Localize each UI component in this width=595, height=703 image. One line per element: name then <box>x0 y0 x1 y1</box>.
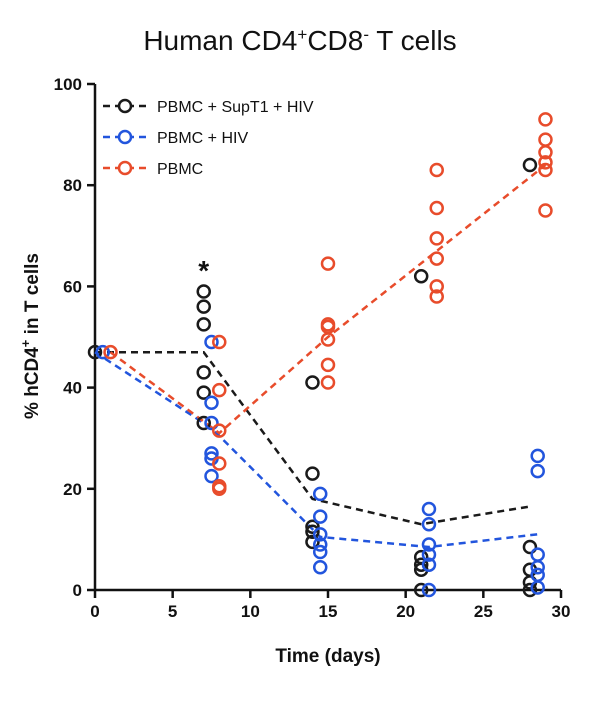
series-2-point <box>429 279 444 294</box>
series-1-point <box>530 448 545 464</box>
series-2-mean-line <box>109 164 547 435</box>
x-tick-label: 25 <box>474 602 493 621</box>
legend-label: PBMC + SupT1 + HIV <box>157 99 314 116</box>
series-0-point <box>305 534 320 550</box>
y-axis-title: % hCD4+ in T cells <box>18 253 43 419</box>
series-0-point <box>196 299 211 314</box>
y-tick-label: 0 <box>73 581 82 600</box>
series-0-point <box>413 557 429 572</box>
series-1-point <box>204 334 219 350</box>
series-0-point <box>87 344 103 360</box>
legend-marker <box>117 98 133 114</box>
y-tick-label: 40 <box>63 379 82 398</box>
series-2-point <box>429 231 444 246</box>
series-1-point <box>312 509 328 524</box>
x-tick-label: 15 <box>319 602 338 621</box>
series-0-point <box>196 317 211 332</box>
series-2-point <box>538 112 553 127</box>
x-axis-title: Time (days) <box>275 646 380 667</box>
legend-label: PBMC + HIV <box>157 130 248 147</box>
y-tick-label: 80 <box>63 176 82 195</box>
data-points <box>87 112 553 598</box>
series-1-point <box>530 463 545 479</box>
series-0-point <box>196 385 211 400</box>
chart-title: Human CD4+CD8- T cells <box>143 25 456 56</box>
x-tick-label: 20 <box>396 602 415 621</box>
x-tick-label: 5 <box>168 602 177 621</box>
series-0-point <box>305 466 320 481</box>
series-2-point <box>320 375 336 390</box>
series-1-point <box>421 501 437 517</box>
legend-label: PBMC <box>157 161 203 178</box>
series-2-point <box>212 334 227 350</box>
series-2-point <box>538 203 553 218</box>
series-1-point <box>530 580 545 595</box>
series-1-point <box>312 486 328 502</box>
series-1-point <box>421 516 437 532</box>
legend: PBMC + SupT1 + HIV PBMC + HIV PBMC <box>103 98 314 178</box>
series-2-point <box>429 251 444 266</box>
series-2-point <box>320 256 336 271</box>
series-1-point <box>530 559 545 575</box>
series-0-point <box>196 284 211 299</box>
series-1-mean-line <box>94 351 538 549</box>
series-1-point <box>421 557 437 572</box>
series-1-point <box>421 547 437 562</box>
series-2-point <box>538 132 553 147</box>
series-1-point <box>312 544 328 560</box>
series-2-point <box>212 456 227 471</box>
series-2-point <box>538 155 553 170</box>
series-0-point <box>522 539 538 555</box>
series-1-point <box>421 582 437 598</box>
series-0-point <box>413 582 429 598</box>
series-1-point <box>421 537 437 552</box>
series-1-point <box>204 468 219 484</box>
axes: 0 20 40 60 80 100 0 5 10 15 20 25 30 <box>54 75 571 621</box>
series-1-point <box>95 344 111 360</box>
series-0-point <box>196 415 211 431</box>
series-2-point <box>320 332 336 347</box>
series-2-point <box>429 200 444 216</box>
y-tick-label: 60 <box>63 277 82 296</box>
series-1-point <box>530 547 545 562</box>
series-0-point <box>305 524 320 540</box>
series-0-point <box>305 375 320 390</box>
series-1-point <box>312 537 328 552</box>
series-2-point <box>320 357 336 373</box>
annotations: * <box>198 255 209 286</box>
series-1-point <box>204 446 219 461</box>
x-tick-label: 0 <box>90 602 99 621</box>
series-2-point <box>429 289 444 304</box>
y-tick-label: 100 <box>54 75 82 94</box>
series-2-point <box>103 344 118 360</box>
series-1-point <box>312 527 328 542</box>
series-1-point <box>204 395 219 411</box>
series-2-point <box>212 382 227 398</box>
series-0-mean-line <box>95 350 531 526</box>
y-tick-label: 20 <box>63 480 82 499</box>
legend-marker <box>117 129 133 145</box>
series-1-point <box>312 559 328 575</box>
series-0-point <box>413 269 429 284</box>
x-tick-label: 10 <box>241 602 260 621</box>
mean-lines <box>94 164 547 549</box>
series-1-point <box>204 415 219 431</box>
series-2-point <box>212 423 227 438</box>
x-tick-label: 30 <box>552 602 571 621</box>
significance-marker: * <box>198 255 209 286</box>
series-2-point <box>429 162 444 178</box>
series-0-point <box>522 582 538 598</box>
series-0-point <box>522 157 538 173</box>
series-0-point <box>196 365 211 380</box>
series-2-point <box>538 145 553 160</box>
series-2-point <box>212 481 227 497</box>
legend-marker <box>117 160 133 176</box>
series-2-point <box>538 162 553 178</box>
series-0-point <box>305 519 320 534</box>
